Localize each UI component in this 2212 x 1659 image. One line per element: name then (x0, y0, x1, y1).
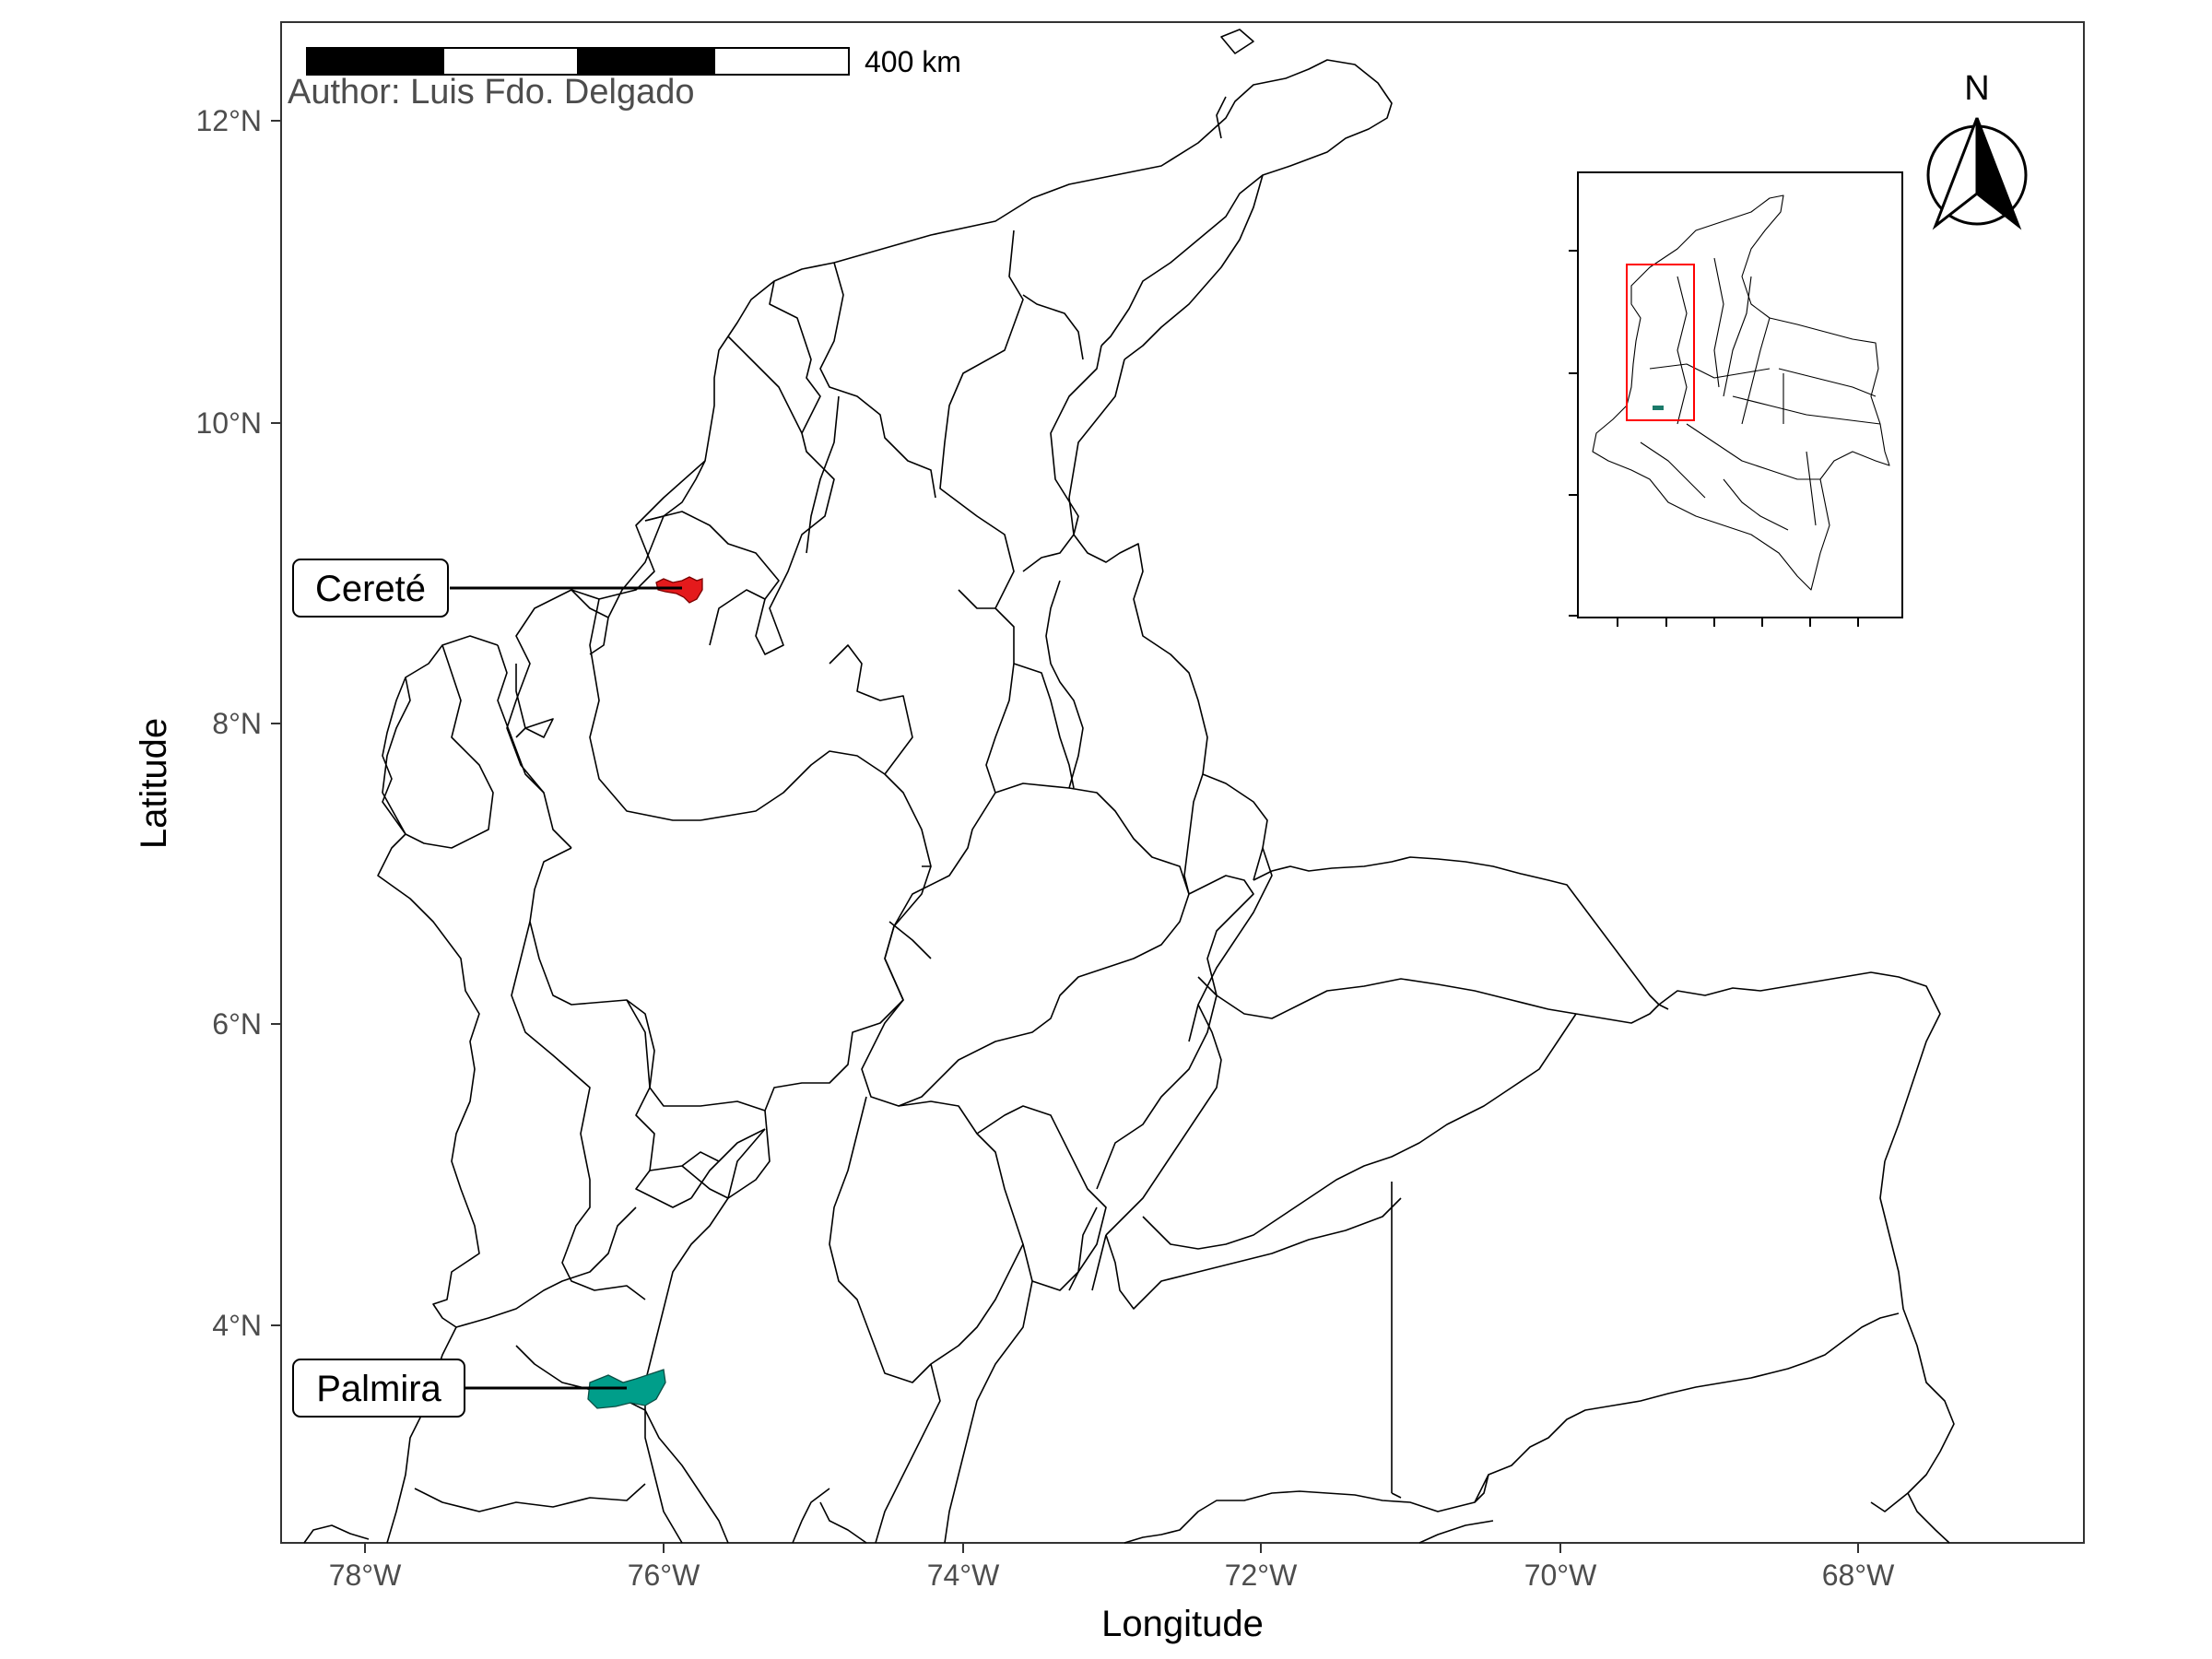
scale-bar: 400 km (306, 45, 961, 78)
x-tick-label: 76°W (628, 1559, 700, 1592)
x-tick-label: 74°W (927, 1559, 1000, 1592)
scale-bar-label: 400 km (865, 45, 961, 78)
inset-highlight-box (1626, 264, 1695, 421)
north-arrow-label: N (1964, 69, 1989, 108)
author-credit: Author: Luis Fdo. Delgado (288, 73, 695, 112)
compass-needle-right (1975, 117, 2022, 230)
y-axis: 12°N 10°N 8°N 6°N 4°N (196, 104, 281, 1342)
x-tick-label: 68°W (1822, 1559, 1895, 1592)
cerete-label: Cereté (315, 569, 426, 609)
palmira-callout: Palmira (292, 1359, 627, 1418)
y-tick-label: 6°N (212, 1007, 262, 1041)
cerete-municipality (655, 576, 703, 604)
y-tick-label: 12°N (196, 104, 263, 137)
inset-map (1569, 171, 1903, 627)
x-axis: 78°W 76°W 74°W 72°W 70°W 68°W (329, 1543, 1895, 1592)
inset-palmira-marker (1653, 406, 1664, 410)
x-tick-label: 70°W (1524, 1559, 1597, 1592)
x-tick-label: 72°W (1225, 1559, 1298, 1592)
north-arrow: N (1926, 69, 2028, 230)
y-axis-title: Latitude (134, 718, 174, 849)
x-axis-title: Longitude (1101, 1604, 1264, 1644)
cerete-callout: Cereté (292, 559, 682, 618)
palmira-label: Palmira (316, 1369, 441, 1409)
y-tick-label: 8°N (212, 707, 262, 740)
y-tick-label: 4°N (212, 1309, 262, 1342)
x-tick-label: 78°W (329, 1559, 402, 1592)
y-tick-label: 10°N (196, 406, 263, 440)
department-boundaries (303, 29, 1955, 1544)
